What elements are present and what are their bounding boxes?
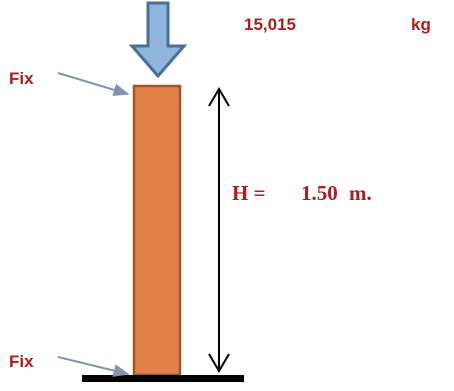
bottom-support-label: Fix (9, 352, 34, 371)
height-unit: m. (349, 181, 372, 205)
height-value: 1.50 (301, 181, 338, 205)
top-support-pointer-arrow (57, 72, 130, 96)
load-unit: kg (411, 15, 431, 34)
height-dimension-arrow (208, 87, 230, 373)
ground-line (82, 375, 244, 382)
bottom-support-pointer-arrow (57, 356, 130, 377)
column (132, 84, 182, 377)
load-arrow-icon (128, 1, 188, 79)
load-value: 15,015 (244, 15, 296, 34)
height-prefix: H = (232, 181, 266, 205)
top-support-label: Fix (9, 69, 34, 88)
